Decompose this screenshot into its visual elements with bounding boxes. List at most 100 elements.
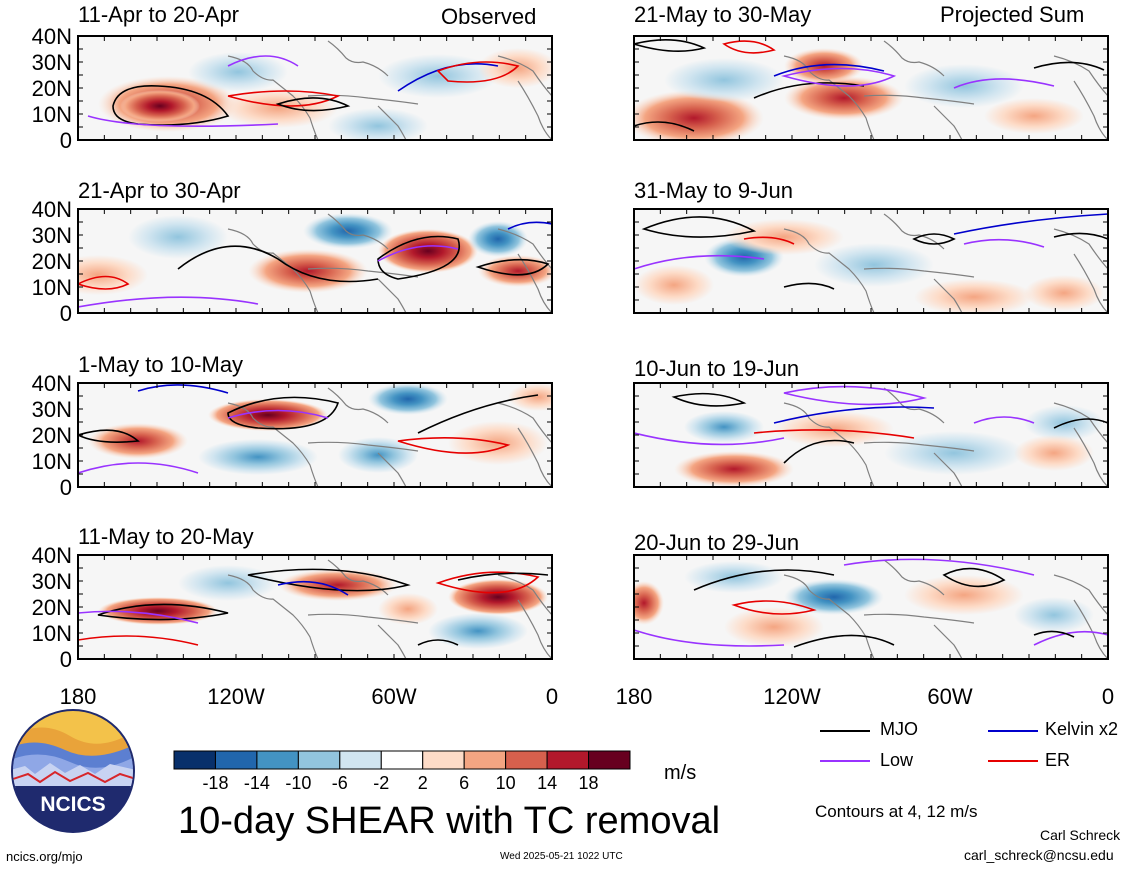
coastline bbox=[783, 559, 1108, 659]
panel-5-title: 21-May to 30-May bbox=[634, 2, 812, 27]
contour-line bbox=[722, 40, 776, 54]
contour-line bbox=[783, 439, 855, 464]
contour-line bbox=[783, 385, 928, 406]
contour-line bbox=[693, 569, 835, 591]
contour-line bbox=[731, 600, 817, 615]
contour-line bbox=[277, 580, 349, 596]
anomaly-shading bbox=[328, 108, 428, 140]
anomaly-shading bbox=[468, 221, 528, 257]
contours-note: Contours at 4, 12 m/s bbox=[815, 802, 978, 821]
panel-map bbox=[77, 554, 553, 660]
anomaly-shading bbox=[78, 255, 148, 295]
panel-2-title: 21-Apr to 30-Apr bbox=[78, 178, 241, 203]
anomaly-shading bbox=[208, 399, 328, 431]
contour-line bbox=[1033, 630, 1108, 646]
y-tick-label: 20N bbox=[32, 249, 72, 274]
panel-7-title: 10-Jun to 19-Jun bbox=[634, 356, 800, 381]
colorbar-box bbox=[380, 750, 424, 770]
contour-line bbox=[780, 67, 897, 87]
anomaly-shading bbox=[120, 90, 200, 122]
contour-line bbox=[773, 406, 935, 424]
y-tick-label: 10N bbox=[32, 102, 72, 127]
author-email[interactable]: carl_schreck@ncsu.edu bbox=[964, 847, 1114, 863]
contour-line bbox=[634, 629, 785, 647]
x-tick-label: 120W bbox=[207, 684, 265, 709]
anomaly-shading bbox=[664, 58, 784, 102]
contour-line bbox=[227, 409, 329, 419]
anomaly-shading bbox=[1014, 597, 1094, 633]
author-name: Carl Schreck bbox=[1040, 827, 1121, 843]
colorbar-box bbox=[173, 750, 216, 770]
contour-line bbox=[973, 416, 1035, 424]
contour-line bbox=[773, 63, 885, 77]
colorbar-box bbox=[297, 750, 341, 770]
y-tick-label: 40N bbox=[32, 197, 72, 222]
anomaly-shading bbox=[428, 613, 528, 649]
panel-map bbox=[633, 35, 1109, 141]
anomaly-shading bbox=[914, 279, 1034, 313]
contour-line bbox=[377, 235, 460, 280]
anomaly-shading bbox=[378, 54, 498, 98]
y-tick-label: 20N bbox=[32, 76, 72, 101]
contour-line bbox=[753, 429, 915, 439]
colorbar-tick-label: -18 bbox=[202, 773, 228, 793]
contour-line bbox=[275, 97, 351, 112]
logo-text: NCICS bbox=[40, 793, 105, 816]
anomaly-shading bbox=[1014, 435, 1094, 471]
contour-line bbox=[436, 61, 520, 83]
coastline bbox=[227, 213, 552, 313]
contour-line bbox=[634, 432, 785, 446]
contour-line bbox=[942, 567, 1006, 588]
contour-line bbox=[137, 384, 229, 394]
anomaly-shading bbox=[814, 243, 934, 287]
ncics-logo: NCICS bbox=[11, 709, 135, 833]
anomaly-shading bbox=[634, 265, 714, 305]
contour-line bbox=[634, 254, 765, 270]
timestamp: Wed 2025-05-21 1022 UTC bbox=[500, 851, 623, 862]
anomaly-shading bbox=[248, 249, 368, 293]
anomaly-shading bbox=[188, 52, 288, 92]
anomaly-shading bbox=[128, 215, 228, 259]
panel-map bbox=[633, 208, 1109, 314]
contour-line bbox=[78, 462, 199, 474]
legend-mjo: MJO bbox=[880, 719, 918, 739]
anomaly-shading bbox=[784, 48, 864, 84]
site-link[interactable]: ncics.org/mjo bbox=[6, 849, 83, 864]
contour-line bbox=[953, 78, 1055, 89]
panel-map bbox=[633, 554, 1109, 660]
coastline bbox=[227, 40, 552, 140]
coastline bbox=[783, 213, 1108, 313]
contour-line bbox=[97, 603, 229, 621]
contour-line bbox=[377, 245, 459, 262]
anomaly-shading bbox=[634, 90, 764, 140]
contour-line bbox=[435, 571, 540, 594]
contour-line bbox=[78, 429, 140, 443]
y-tick-label: 0 bbox=[60, 475, 72, 500]
colorbar-tick-label: -6 bbox=[332, 773, 348, 793]
anomaly-shading bbox=[904, 64, 1024, 108]
contour-line bbox=[671, 392, 747, 407]
y-tick-label: 10N bbox=[32, 621, 72, 646]
contour-line bbox=[417, 394, 539, 434]
x-tick-label: 180 bbox=[60, 684, 97, 709]
contour-line bbox=[634, 39, 707, 52]
colorbar-box bbox=[214, 750, 258, 770]
y-tick-label: 0 bbox=[60, 301, 72, 326]
coastline bbox=[227, 387, 552, 487]
colorbar-tick-label: -10 bbox=[285, 773, 311, 793]
colorbar-box bbox=[256, 750, 299, 770]
anomaly-shading bbox=[378, 593, 438, 625]
y-tick-label: 20N bbox=[32, 595, 72, 620]
x-tick-label: 120W bbox=[763, 684, 821, 709]
y-tick-label: 40N bbox=[32, 371, 72, 396]
contour-line bbox=[78, 296, 259, 308]
contour-line bbox=[78, 635, 199, 646]
colorbar: -18 -14 -10 -6 -2 2 6 10 14 18 bbox=[173, 750, 631, 793]
x-tick-label: 60W bbox=[371, 684, 416, 709]
colorbar-box bbox=[588, 750, 631, 770]
x-tick-label: 60W bbox=[927, 684, 972, 709]
colorbar-tick-label: 18 bbox=[579, 773, 599, 793]
x-tick-label: 180 bbox=[616, 684, 653, 709]
anomaly-shading bbox=[674, 451, 794, 487]
observed-label: Observed bbox=[441, 4, 537, 29]
